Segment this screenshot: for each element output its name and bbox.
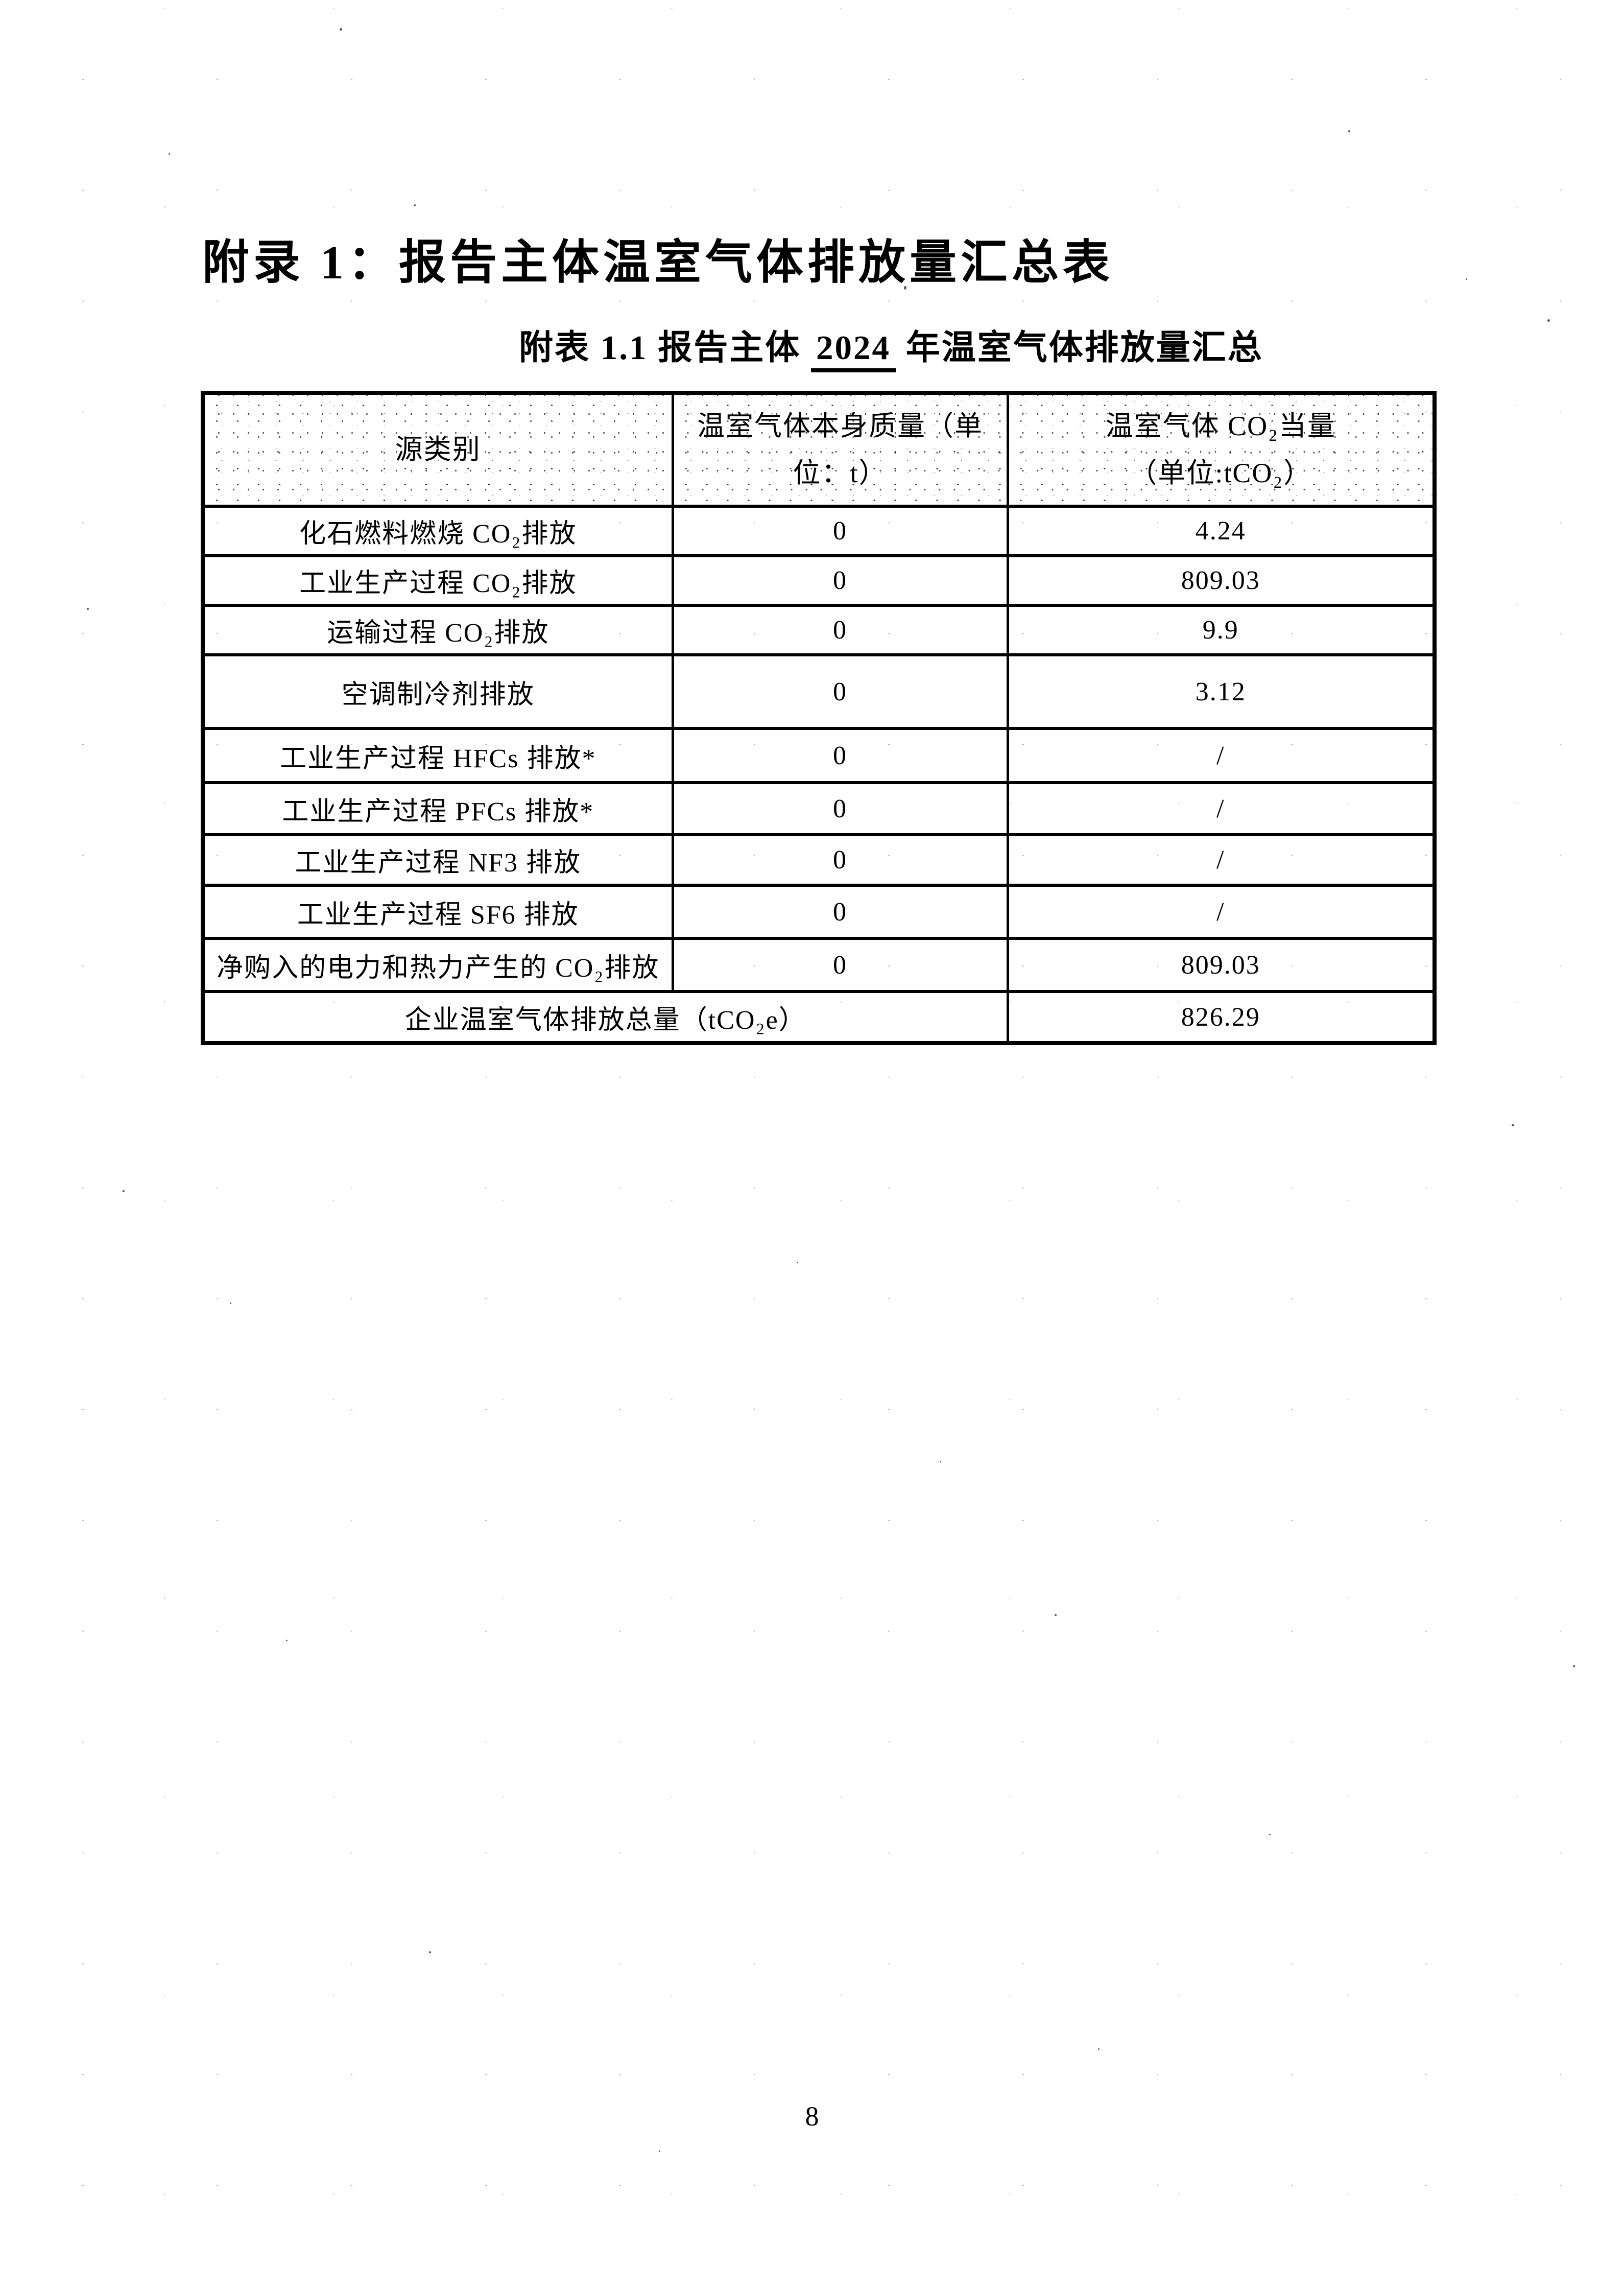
table-row: 净购入的电力和热力产生的 CO₂排放 0 809.03 xyxy=(201,937,1436,993)
table-row: 工业生产过程 NF3 排放 0 / xyxy=(201,833,1436,887)
table-row: 化石燃料燃烧 CO₂排放 0 4.24 xyxy=(201,505,1436,557)
scan-speckle xyxy=(797,1262,798,1263)
scan-speckle xyxy=(1348,130,1350,132)
mass-value-cell: 0 xyxy=(671,781,1009,836)
scan-speckle xyxy=(940,1461,941,1462)
co2e-value-cell: / xyxy=(1006,833,1436,887)
scan-speckle xyxy=(169,153,170,155)
scan-speckle xyxy=(429,1951,431,1953)
co2e-value-cell: / xyxy=(1006,727,1436,784)
row-label-cell: 工业生产过程 CO₂排放 xyxy=(201,554,674,607)
row-label-cell: 工业生产过程 PFCs 排放* xyxy=(201,781,674,836)
scan-speckle xyxy=(659,2150,660,2152)
mass-value-cell: 0 xyxy=(671,884,1009,940)
table-row: 空调制冷剂排放 0 3.12 xyxy=(201,653,1436,730)
row-label-cell: 工业生产过程 SF6 排放 xyxy=(201,884,674,940)
co2e-value-cell: 3.12 xyxy=(1006,653,1436,730)
row-label-cell: 工业生产过程 HFCs 排放* xyxy=(201,727,674,784)
scan-speckle xyxy=(1269,1834,1271,1835)
mass-value-cell: 0 xyxy=(671,604,1009,656)
co2e-value-cell: 809.03 xyxy=(1006,554,1436,607)
header-gas-mass: 温室气体本身质量（单 位：t） xyxy=(671,391,1009,508)
mass-value-cell: 0 xyxy=(671,505,1009,557)
total-co2e-value-cell: 826.29 xyxy=(1006,990,1436,1045)
co2e-value-cell: 4.24 xyxy=(1006,505,1436,557)
scan-speckle xyxy=(1573,1665,1575,1667)
table-total-row: 企业温室气体排放总量（tCO₂e） 826.29 xyxy=(201,990,1436,1045)
scan-speckle xyxy=(87,608,89,610)
row-label-cell: 运输过程 CO₂排放 xyxy=(201,604,674,656)
appendix-title: 附录 1：报告主体温室气体排放量汇总表 xyxy=(202,237,1114,289)
mass-value-cell: 0 xyxy=(671,727,1009,784)
row-label-cell: 净购入的电力和热力产生的 CO₂排放 xyxy=(201,937,674,993)
scan-speckle xyxy=(414,204,416,206)
scan-speckle xyxy=(340,28,342,31)
scan-speckle xyxy=(123,1190,125,1192)
scan-speckle xyxy=(904,286,906,290)
co2e-value-cell: / xyxy=(1006,884,1436,940)
scan-speckle xyxy=(286,1640,288,1641)
table-row: 运输过程 CO₂排放 0 9.9 xyxy=(201,604,1436,656)
scan-speckle xyxy=(1512,1124,1514,1126)
row-label-cell: 工业生产过程 NF3 排放 xyxy=(201,833,674,887)
table-row: 工业生产过程 HFCs 排放* 0 / xyxy=(201,727,1436,784)
row-label-cell: 化石燃料燃烧 CO₂排放 xyxy=(201,505,674,557)
co2e-value-cell: 9.9 xyxy=(1006,604,1436,656)
table-header-row: 源类别 温室气体本身质量（单 位：t） 温室气体 CO₂当量 （单位:tCO₂） xyxy=(201,391,1436,508)
co2e-value-cell: 809.03 xyxy=(1006,937,1436,993)
table-caption-suffix: 年温室气体排放量汇总 xyxy=(896,329,1263,367)
mass-value-cell: 0 xyxy=(671,554,1009,607)
table-row: 工业生产过程 PFCs 排放* 0 / xyxy=(201,781,1436,836)
report-year-underlined: 2024 xyxy=(811,331,896,372)
total-label-cell: 企业温室气体排放总量（tCO₂e） xyxy=(201,990,1009,1045)
scan-speckle xyxy=(1098,2048,1100,2050)
header-source-category: 源类别 xyxy=(201,391,674,508)
emissions-summary-table: 源类别 温室气体本身质量（单 位：t） 温室气体 CO₂当量 （单位:tCO₂）… xyxy=(201,391,1437,1045)
mass-value-cell: 0 xyxy=(671,833,1009,887)
scan-speckle xyxy=(230,1303,231,1304)
page-number: 8 xyxy=(805,2101,819,2132)
mass-value-cell: 0 xyxy=(671,937,1009,993)
scan-speckle xyxy=(1466,278,1467,280)
header-co2-equivalent: 温室气体 CO₂当量 （单位:tCO₂） xyxy=(1006,391,1436,508)
table-caption-prefix: 附表 1.1 报告主体 xyxy=(519,329,811,367)
scan-speckle xyxy=(1055,1614,1057,1616)
co2e-value-cell: / xyxy=(1006,781,1436,836)
scan-speckle xyxy=(1547,319,1550,322)
table-row: 工业生产过程 CO₂排放 0 809.03 xyxy=(201,554,1436,607)
mass-value-cell: 0 xyxy=(671,653,1009,730)
row-label-cell: 空调制冷剂排放 xyxy=(201,653,674,730)
table-caption: 附表 1.1 报告主体 2024 年温室气体排放量汇总 xyxy=(519,331,1263,372)
table-row: 工业生产过程 SF6 排放 0 / xyxy=(201,884,1436,940)
